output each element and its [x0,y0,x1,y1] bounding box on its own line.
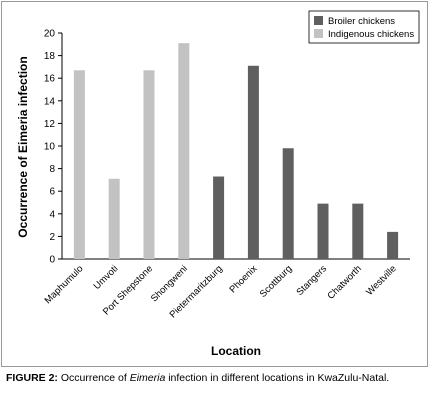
figure-caption: FIGURE 2: Occurrence of Eimeria infectio… [6,372,426,384]
legend-swatch [314,29,323,38]
y-tick-label: 18 [44,51,56,62]
bars [73,43,399,260]
bar-maphumulo [73,70,85,259]
y-tick-label: 4 [49,209,55,220]
bar-stangers [317,203,329,259]
bar-pietermaritzburg [213,176,225,259]
y-tick-label: 14 [44,96,56,107]
caption-text-after: infection in different locations in KwaZ… [165,372,390,384]
bar-port-shepstone [143,70,155,259]
x-tick-label: Chatworth [326,263,364,301]
bar-westville [387,231,399,259]
y-tick-label: 0 [49,255,55,266]
legend-swatch [314,16,323,25]
y-tick-label: 8 [49,164,55,175]
bar-chatworth [352,203,364,259]
y-tick-label: 2 [49,232,55,243]
bar-shongweni [178,43,190,259]
bar-umvoti [108,178,120,259]
y-axis: 0 2 4 6 8 10 12 14 16 18 20 [44,29,63,266]
caption-text-before: Occurrence of [57,372,130,384]
x-tick-label: Maphumulo [43,263,86,306]
legend-label: Indigenous chickens [328,29,414,40]
legend: Broiler chickens Indigenous chickens [308,10,420,44]
y-tick-label: 16 [44,74,56,85]
caption-label: FIGURE 2: [6,372,58,384]
y-tick-label: 20 [44,29,56,40]
y-tick-label: 10 [44,142,56,153]
figure-frame [1,1,428,367]
bar-scottburg [282,148,294,259]
y-tick-label: 6 [49,187,55,198]
x-tick-label: Scottburg [258,263,295,300]
x-tick-label: Stangers [294,263,329,298]
x-tick-label: Umvoti [92,263,121,292]
legend-label: Broiler chickens [328,16,395,27]
x-axis-title: Location [211,344,261,358]
legend-box [308,10,420,44]
caption-emphasis: Eimeria [129,372,166,384]
bar-phoenix [247,65,259,260]
y-tick-label: 12 [44,119,56,130]
x-tick-label: Westville [364,263,399,298]
y-axis-title: Occurrence of Eimeria infection [16,56,30,237]
x-tick-label: Phoenix [227,263,259,295]
